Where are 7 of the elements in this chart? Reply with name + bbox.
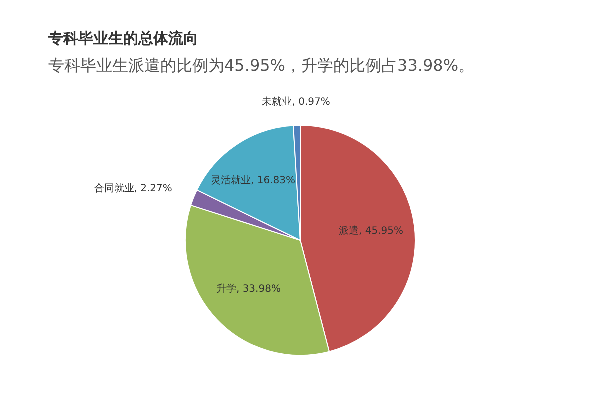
- slice-label: 派遣, 45.95%: [338, 224, 404, 237]
- slice-label: 升学, 33.98%: [216, 283, 281, 296]
- chart-subtitle: 专科毕业生派遣的比例为45.95%，升学的比例占33.98%。: [48, 56, 475, 75]
- slice-label: 合同就业, 2.27%: [94, 182, 172, 195]
- chart-title: 专科毕业生的总体流向: [48, 30, 198, 48]
- slice-label: 灵活就业, 16.83%: [211, 174, 296, 187]
- slice-label: 未就业, 0.97%: [262, 96, 330, 108]
